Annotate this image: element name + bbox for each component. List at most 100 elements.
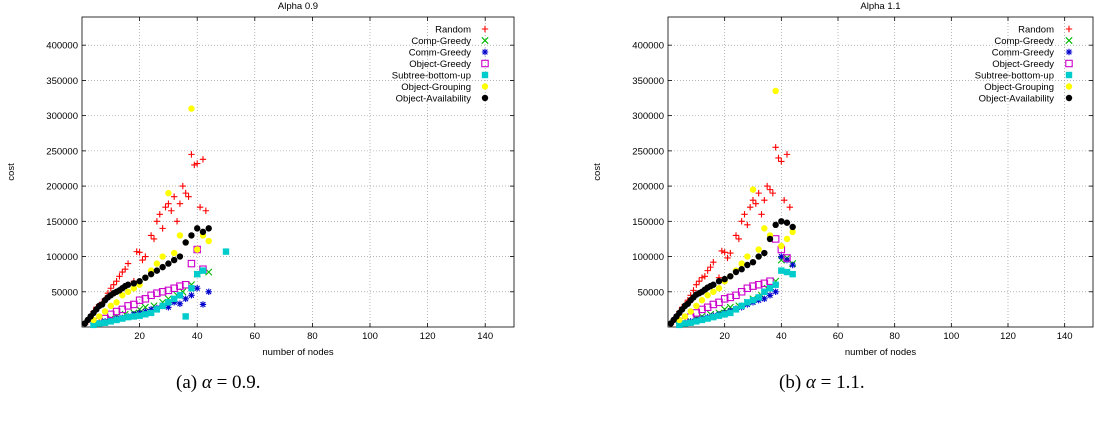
legend-marker bbox=[1065, 83, 1073, 90]
series-random bbox=[670, 144, 794, 325]
y-tick-label: 100000 bbox=[46, 252, 78, 263]
data-point bbox=[199, 228, 207, 236]
data-point bbox=[772, 221, 779, 229]
data-point bbox=[771, 235, 780, 243]
data-point bbox=[147, 270, 155, 278]
data-point bbox=[724, 254, 731, 262]
data-point bbox=[772, 281, 779, 288]
data-point bbox=[194, 225, 201, 232]
x-tick-label: 100 bbox=[943, 331, 959, 342]
data-point bbox=[147, 306, 155, 313]
data-point bbox=[188, 151, 195, 158]
x-tick-label: 60 bbox=[250, 331, 261, 342]
data-point bbox=[738, 302, 745, 310]
data-point bbox=[761, 225, 768, 232]
data-point bbox=[727, 273, 734, 280]
data-point bbox=[749, 258, 757, 266]
data-point bbox=[119, 315, 126, 322]
axis-ticks: 20 40 60 80 100 120 140 50000 100000 150000 200000… bbox=[632, 17, 1093, 342]
data-point bbox=[130, 313, 138, 320]
scatter-chart-alpha-1.1: Alpha 1.1 20 40 60 80 100 120 140 50000 100000 150… bbox=[592, 1, 1094, 358]
data-point bbox=[124, 260, 132, 267]
data-point bbox=[119, 268, 126, 276]
legend-label: Subtree-bottom-up bbox=[392, 71, 471, 82]
data-point bbox=[170, 256, 178, 264]
scatter-chart-alpha-0.9: Alpha 0.9 20 40 60 80 100 120 140 50000 100000 150… bbox=[6, 1, 515, 358]
data-point bbox=[769, 189, 777, 197]
data-point bbox=[199, 301, 207, 308]
data-point bbox=[744, 261, 751, 269]
data-point bbox=[695, 278, 703, 285]
legend-label: Random bbox=[1018, 25, 1054, 36]
data-point bbox=[749, 186, 757, 193]
x-tick-label: 80 bbox=[889, 331, 900, 342]
data-point bbox=[701, 273, 709, 280]
legend-label: Comp-Greedy bbox=[994, 36, 1054, 47]
data-point bbox=[766, 235, 774, 243]
data-point bbox=[715, 285, 723, 292]
y-tick-label: 400000 bbox=[46, 41, 78, 52]
data-point bbox=[783, 235, 791, 243]
legend-label: Subtree-bottom-up bbox=[975, 71, 1054, 82]
data-point bbox=[710, 281, 717, 288]
data-point bbox=[720, 295, 729, 303]
data-point bbox=[749, 282, 757, 290]
legend-label: Random bbox=[435, 25, 471, 36]
data-point bbox=[704, 315, 711, 322]
data-point bbox=[754, 280, 763, 289]
data-point bbox=[789, 223, 796, 231]
caption-value: = 0.9. bbox=[211, 372, 261, 393]
data-point bbox=[205, 237, 212, 245]
data-point bbox=[693, 281, 700, 288]
data-point bbox=[162, 204, 169, 211]
data-point bbox=[90, 321, 97, 329]
data-point bbox=[758, 211, 765, 218]
data-point bbox=[727, 309, 734, 317]
plot-frame bbox=[667, 16, 1094, 328]
data-point bbox=[738, 260, 745, 267]
data-point bbox=[168, 207, 175, 214]
data-point bbox=[101, 319, 109, 326]
data-point bbox=[107, 302, 115, 310]
data-point bbox=[188, 232, 195, 239]
y-tick-label: 200000 bbox=[46, 182, 78, 193]
data-point bbox=[165, 200, 172, 207]
data-point bbox=[113, 278, 120, 285]
data-point bbox=[188, 285, 195, 292]
y-tick-label: 350000 bbox=[632, 76, 664, 87]
data-point bbox=[165, 299, 172, 306]
data-point bbox=[778, 253, 785, 260]
data-point bbox=[698, 305, 706, 314]
data-point bbox=[176, 200, 184, 207]
data-point bbox=[136, 249, 143, 256]
y-tick-label: 150000 bbox=[46, 217, 78, 228]
data-point bbox=[107, 285, 114, 292]
data-point bbox=[766, 285, 774, 292]
legend-marker bbox=[481, 25, 489, 33]
caption-symbol: α bbox=[805, 372, 816, 393]
data-point bbox=[182, 313, 189, 320]
legend-label: Object-Greedy bbox=[992, 59, 1054, 70]
caption-prefix: (b) bbox=[779, 372, 806, 393]
data-point bbox=[681, 320, 689, 327]
data-point bbox=[778, 218, 785, 225]
data-point bbox=[710, 288, 717, 295]
data-point bbox=[744, 253, 751, 260]
data-point bbox=[153, 260, 161, 267]
data-point bbox=[122, 266, 129, 273]
data-point bbox=[135, 296, 144, 304]
data-point bbox=[778, 242, 785, 250]
data-point bbox=[698, 274, 706, 281]
data-point bbox=[181, 280, 190, 289]
data-point bbox=[173, 218, 181, 225]
data-point bbox=[176, 232, 184, 239]
data-point bbox=[715, 278, 723, 285]
data-point bbox=[721, 275, 728, 283]
data-point bbox=[191, 161, 198, 169]
data-point bbox=[766, 277, 774, 285]
x-tick-label: 80 bbox=[307, 331, 318, 342]
caption-symbol: α bbox=[201, 372, 212, 393]
x-tick-label: 20 bbox=[719, 331, 730, 342]
data-point bbox=[199, 267, 207, 274]
data-point bbox=[732, 268, 740, 276]
